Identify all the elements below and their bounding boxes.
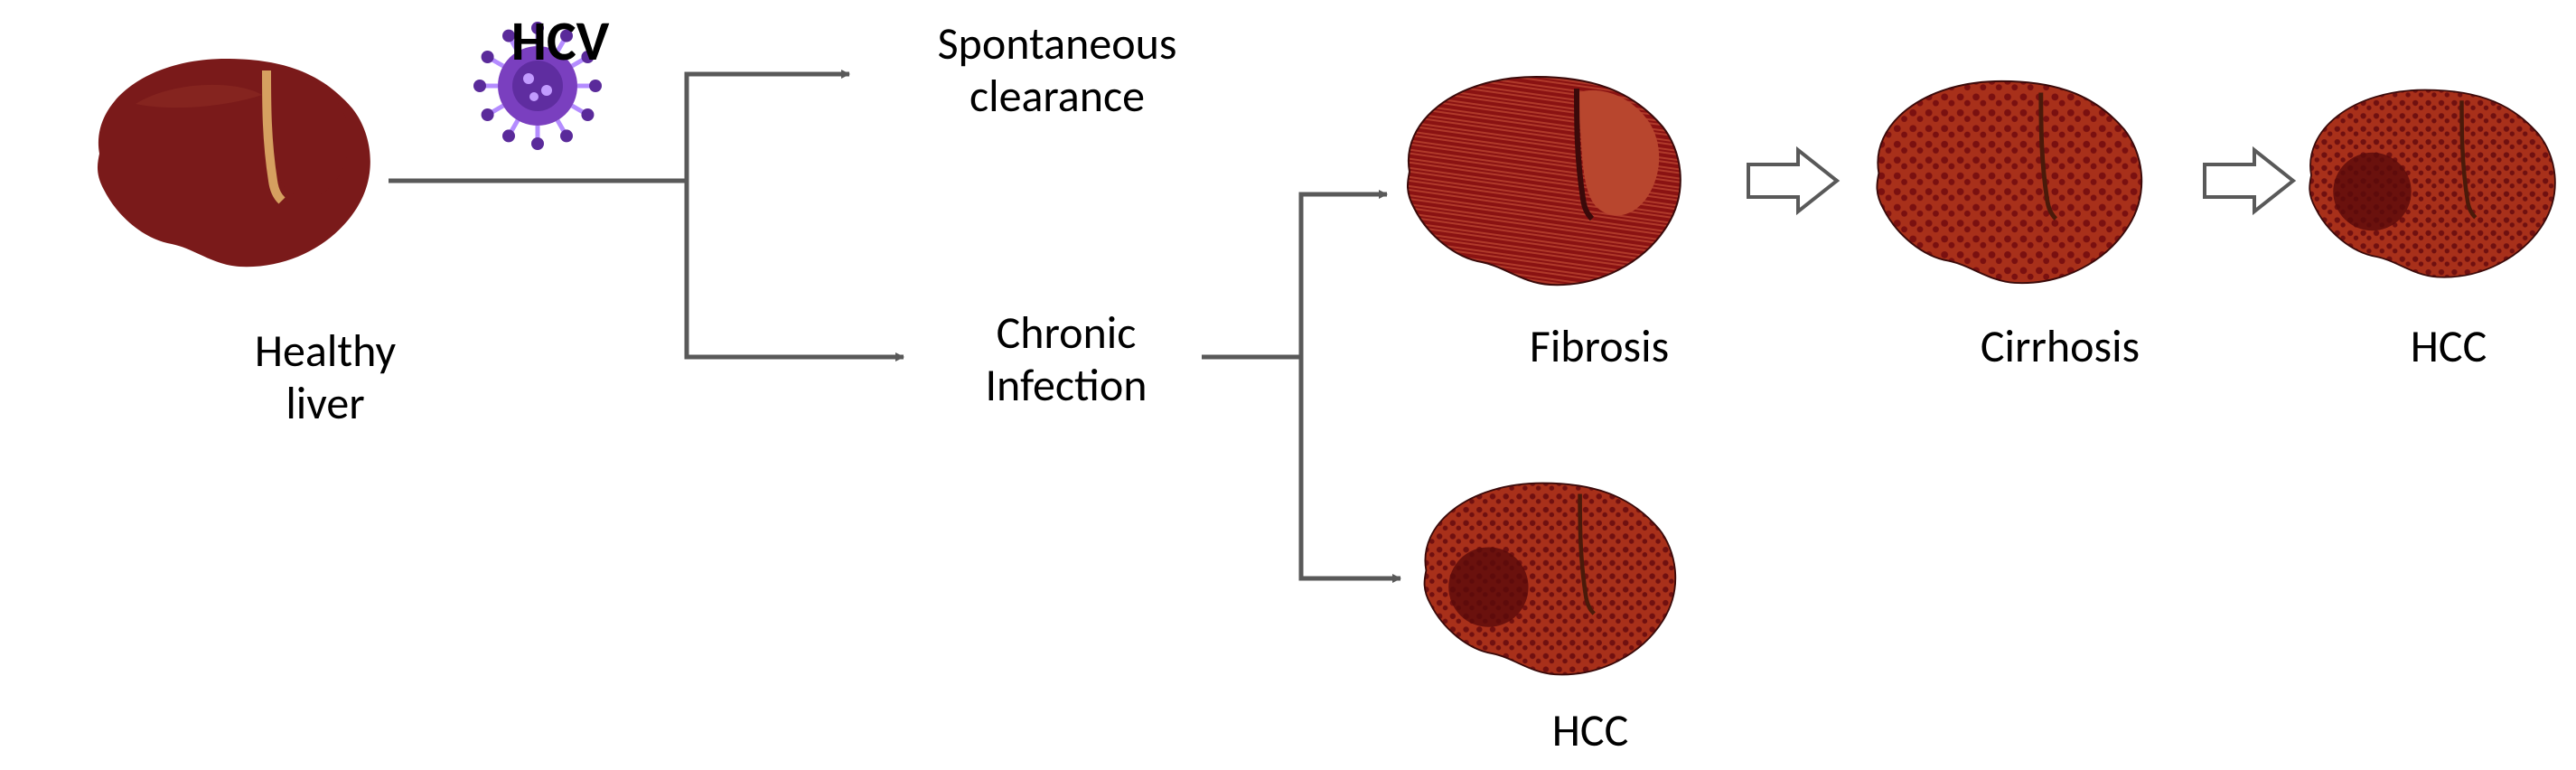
healthy-liver-label: Healthyliver <box>190 325 461 429</box>
hcc-top-image <box>2309 90 2555 277</box>
big-arrow-fibrosis-cirrhosis <box>1748 150 1837 211</box>
spontaneous-label: Spontaneousclearance <box>867 18 1247 122</box>
hcc-top-label: HCC <box>2367 321 2530 373</box>
arrows-group <box>389 74 1400 578</box>
fibrosis-image <box>1408 77 1681 285</box>
cirrhosis-image <box>1877 81 2141 283</box>
chronic-label: ChronicInfection <box>922 307 1211 411</box>
arrow-to-spontaneous <box>687 74 849 181</box>
healthy-liver-image <box>98 59 370 267</box>
cirrhosis-label: Cirrhosis <box>1934 321 2187 373</box>
arrow-to-fibrosis <box>1301 194 1387 357</box>
arrow-to-chronic <box>687 181 904 357</box>
fibrosis-label: Fibrosis <box>1482 321 1717 373</box>
big-arrow-cirrhosis-hcc <box>2205 150 2293 211</box>
hcc-bottom-label: HCC <box>1509 705 1672 757</box>
hcc-bottom-image <box>1425 484 1676 675</box>
hcv-label: HCV <box>479 9 642 73</box>
arrow-to-hcc-bottom <box>1301 357 1400 578</box>
